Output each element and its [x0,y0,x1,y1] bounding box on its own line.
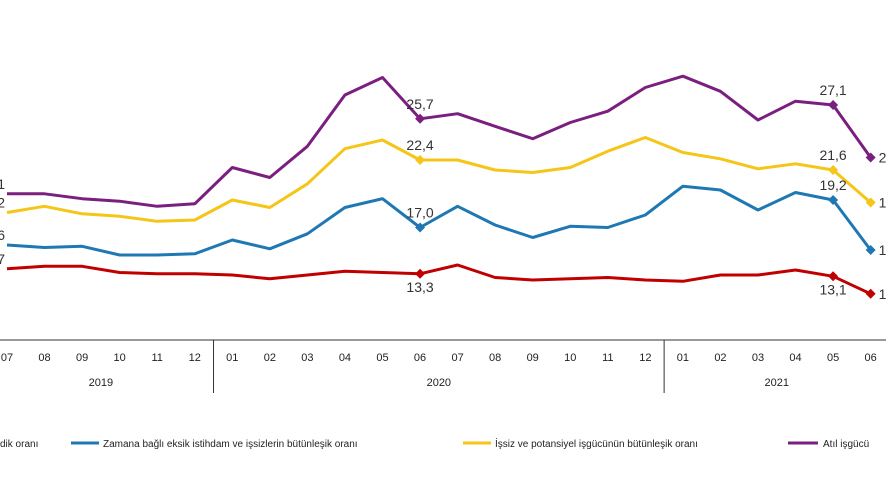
x-tick-label: 02 [264,352,276,364]
data-label: 27,1 [819,82,846,98]
x-tick-label: 11 [151,352,162,364]
x-tick-labels: 07 08 09 10 11 12 01 02 03 04 05 06 07 08 09 10 11 12 01 02… [1,352,877,364]
data-label: 2 [0,195,5,211]
legend: dik oranı Zamana bağlı eksik istihdam ve … [0,437,869,450]
legend-label: dik oranı [0,439,38,450]
data-point-marker [865,288,876,299]
data-label: 1 [879,242,886,258]
legend-label: Atıl işgücü [823,439,869,450]
year-label: 2021 [765,377,789,389]
x-tick-label: 08 [489,352,501,364]
x-tick-label: 03 [301,352,313,364]
data-point-marker [415,113,426,124]
year-label: 2019 [89,377,113,389]
data-point-marker [865,152,876,163]
x-axis [0,339,886,393]
x-tick-label: 09 [527,352,539,364]
x-tick-label: 04 [339,352,351,364]
data-point-marker [828,165,839,175]
data-point-marker [828,100,839,110]
series-line [6,184,872,257]
data-point-marker [415,155,426,165]
x-tick-label: 01 [226,352,238,364]
series-line [7,74,872,208]
data-label: 21,6 [819,147,846,163]
legend-label: Zamana bağlı eksik istihdam ve işsizleri… [103,439,358,450]
x-tick-label: 12 [639,352,651,364]
data-label: 25,7 [406,96,433,112]
x-tick-label: 06 [865,352,877,364]
data-label: 1 [879,195,886,211]
x-tick-label: 08 [38,352,50,364]
data-label: 22,4 [406,137,433,153]
data-point-marker [415,268,426,279]
x-tick-label: 07 [451,352,463,364]
x-tick-label: 06 [414,352,426,364]
data-label: 19,2 [819,177,846,193]
data-point-marker [865,245,876,255]
x-tick-label: 05 [827,352,839,364]
data-point-marker [865,197,876,208]
data-labels: 7 13,3 13,1 1 6 17,0 19,2 1 2 22,4 21,6 1 1 25,7 27,1 2 [0,82,886,302]
x-tick-label: 09 [76,352,88,364]
series-line [6,136,872,223]
data-point-marker [828,195,839,205]
x-tick-label: 10 [564,352,576,364]
x-tick-label: 01 [677,352,689,364]
data-label: 6 [0,227,5,243]
data-label: 13,3 [406,279,433,295]
legend-label: İşsiz ve potansiyel işgücünün bütünleşik… [495,437,698,450]
x-tick-label: 11 [602,352,613,364]
x-tick-label: 04 [789,352,801,364]
data-point-marker [828,271,839,282]
data-point-marker [415,222,426,233]
data-label: 1 [879,286,886,302]
x-tick-label: 07 [1,352,13,364]
x-tick-label: 05 [376,352,388,364]
data-label: 13,1 [819,281,846,297]
x-tick-label: 10 [114,352,126,364]
x-tick-label: 12 [189,352,201,364]
x-tick-label: 02 [714,352,726,364]
series-line [6,263,872,296]
x-tick-label: 03 [752,352,764,364]
data-label: 1 [0,176,5,192]
year-label: 2020 [427,377,451,389]
year-labels: 2019 2020 2021 [89,377,789,389]
data-label: 2 [879,150,886,166]
series-group [6,74,876,299]
data-label: 17,0 [406,205,433,221]
data-label: 7 [0,251,5,267]
